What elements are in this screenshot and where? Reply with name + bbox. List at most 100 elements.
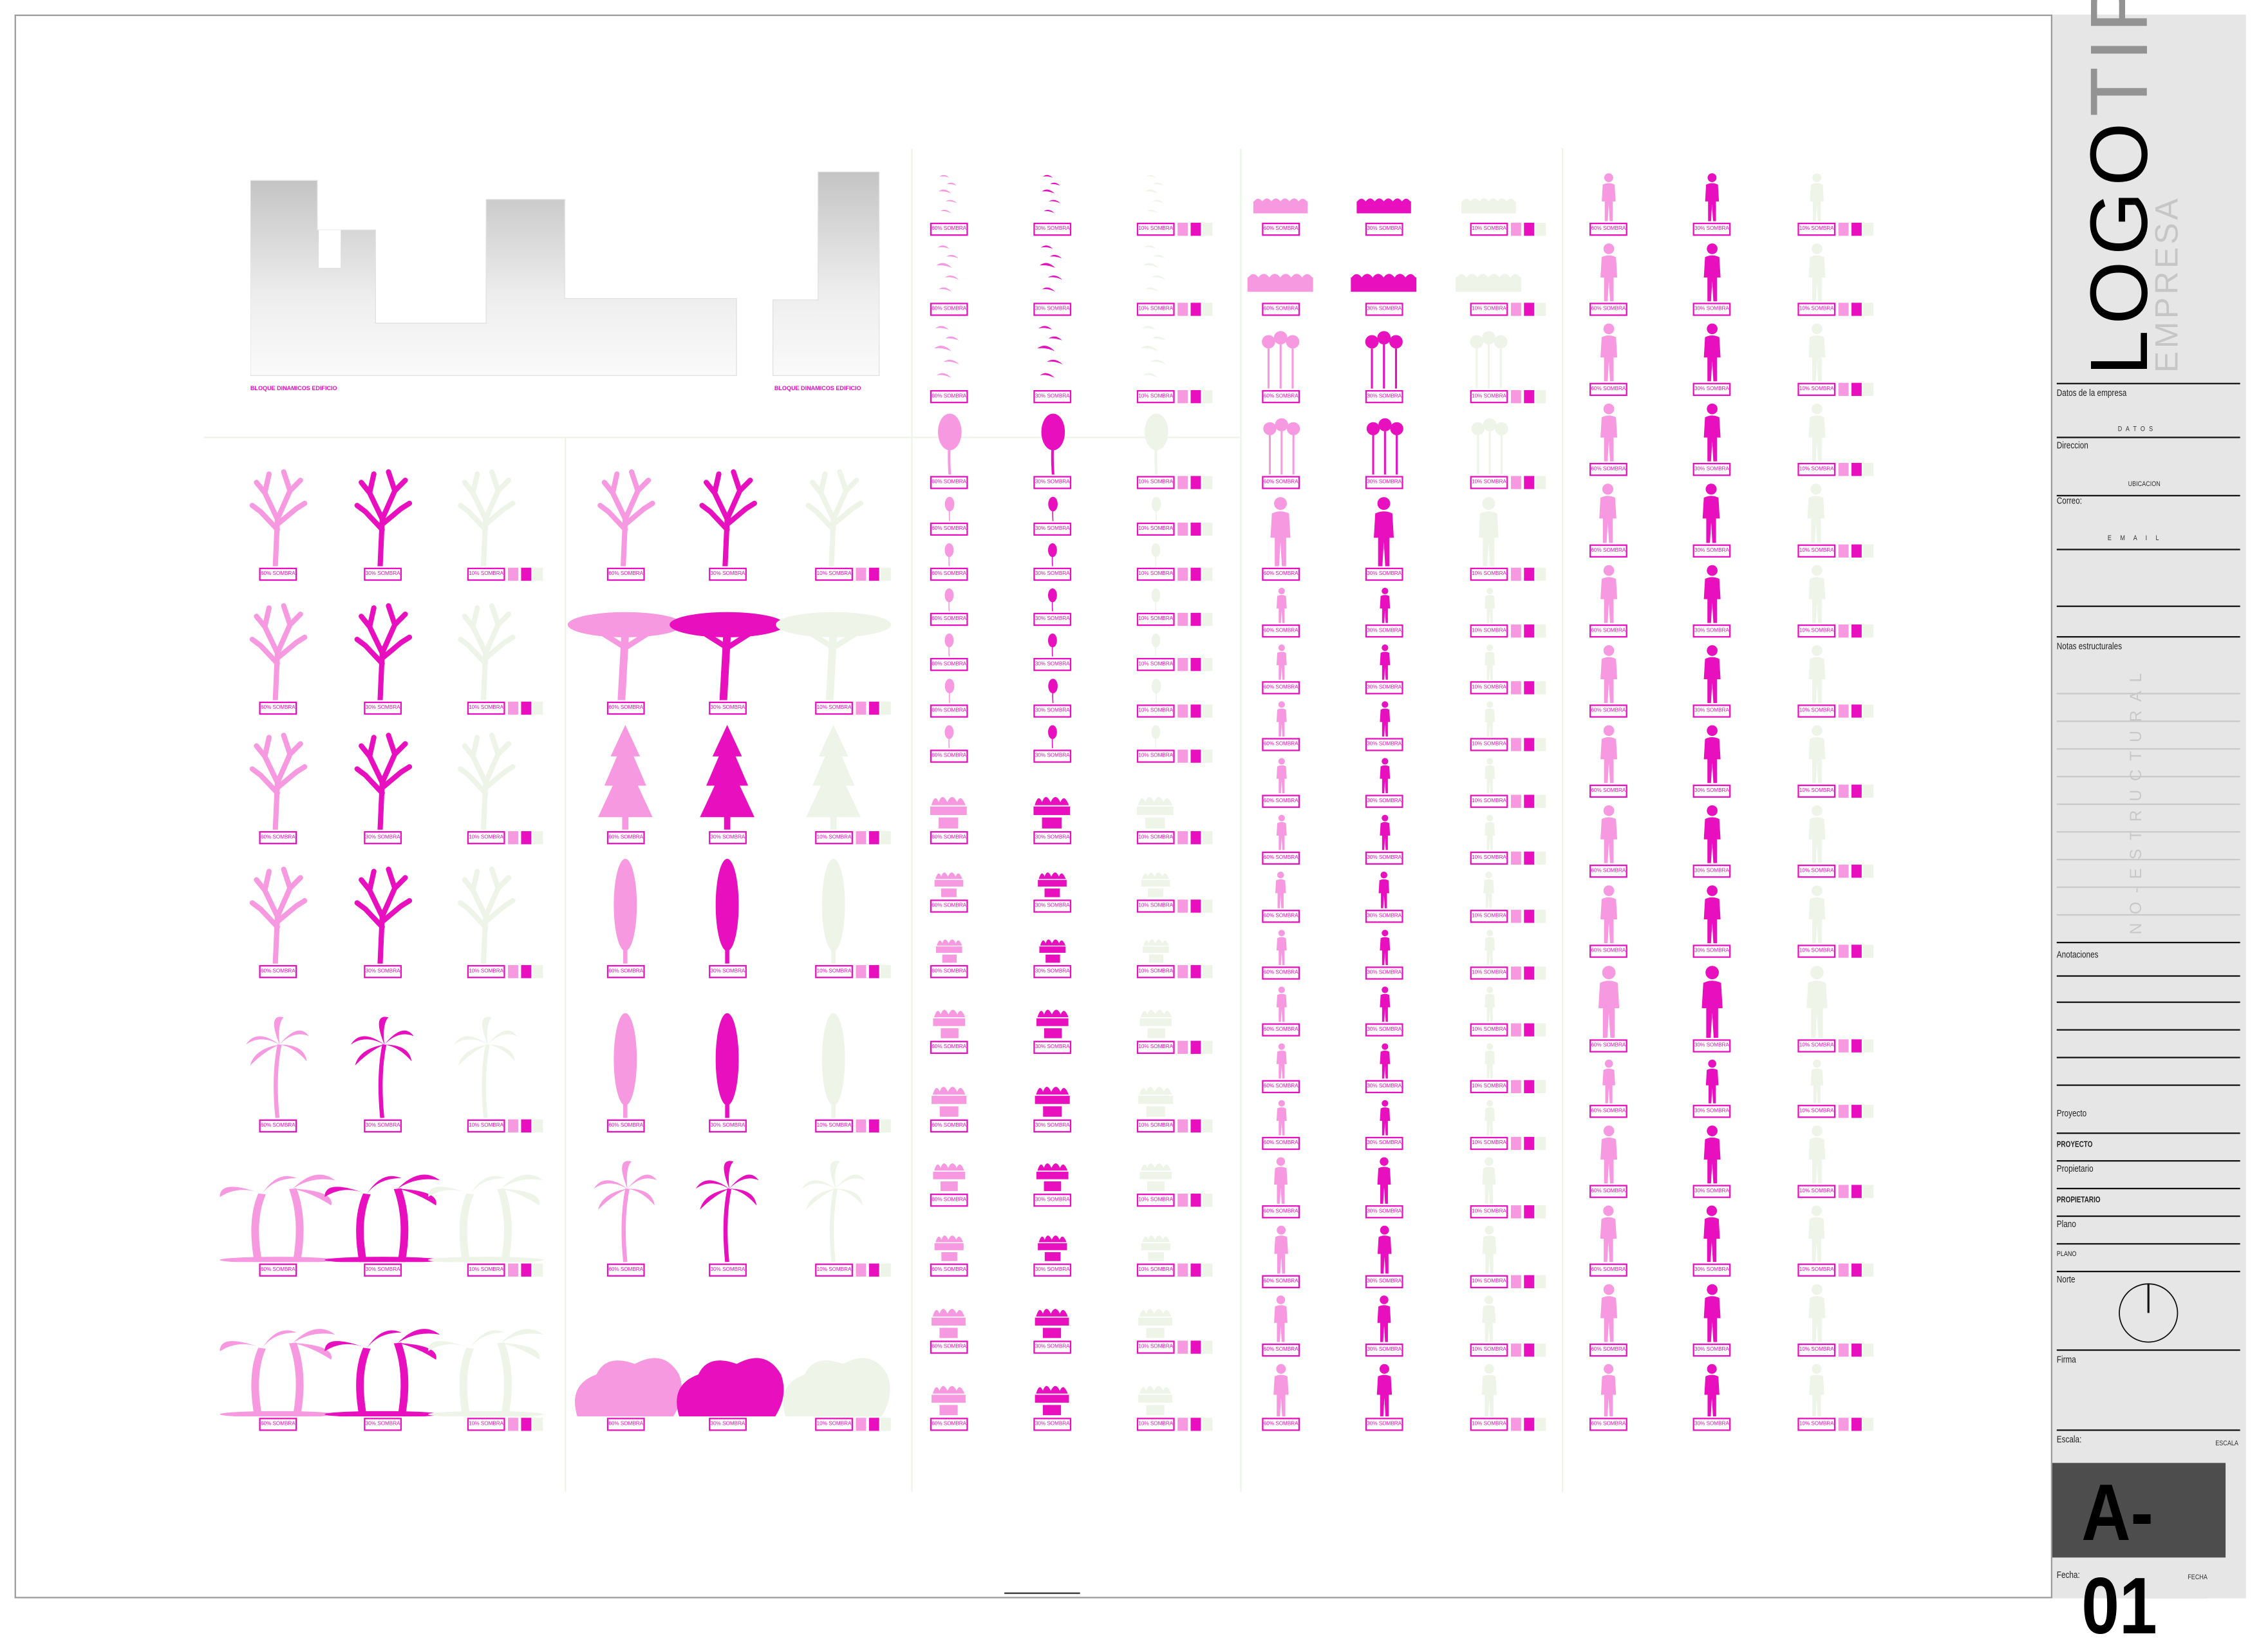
flower-icon: [1262, 418, 1300, 475]
shade-label: 30% SOMBRA: [1033, 1040, 1072, 1054]
color-swatch: [868, 567, 879, 581]
bare-tree-icon: [355, 867, 413, 964]
person-icon: [1600, 645, 1617, 704]
shade-label: 30% SOMBRA: [1692, 462, 1731, 476]
shade-label: 30% SOMBRA: [709, 1263, 747, 1277]
person-icon: [1600, 1125, 1617, 1184]
shade-label: 60% SOMBRA: [606, 1418, 645, 1431]
plant-icon: [944, 679, 954, 704]
planter-icon: [1139, 1009, 1172, 1038]
shade-label: 10% SOMBRA: [1470, 851, 1508, 865]
bare-tree-icon: [250, 469, 308, 567]
person-icon: [1275, 1100, 1286, 1136]
color-swatch: [1838, 1343, 1849, 1356]
color-swatch: [1177, 567, 1188, 581]
shade-label: 10% SOMBRA: [1470, 1136, 1508, 1150]
shade-label: 60% SOMBRA: [930, 1194, 968, 1207]
color-swatch: [1535, 1136, 1546, 1150]
color-swatch: [1523, 1136, 1533, 1150]
shade-label: 60% SOMBRA: [1262, 794, 1300, 808]
shade-label: 30% SOMBRA: [1365, 1080, 1403, 1094]
conifer-icon: [807, 724, 861, 830]
planter-icon: [932, 1087, 967, 1117]
shade-label: 60% SOMBRA: [1262, 851, 1300, 865]
cypress-icon: [822, 1013, 846, 1118]
person-icon: [1379, 986, 1390, 1022]
color-swatch: [1535, 738, 1546, 751]
shade-label: 10% SOMBRA: [1797, 544, 1836, 558]
color-swatch: [1190, 704, 1201, 717]
color-swatch: [1863, 1418, 1873, 1431]
color-swatch: [1838, 382, 1849, 395]
color-swatch: [508, 1263, 518, 1276]
shade-label: 10% SOMBRA: [1136, 390, 1175, 404]
shade-label: 30% SOMBRA: [1365, 1205, 1403, 1219]
building-block-right: [772, 171, 880, 377]
person-icon: [1484, 1043, 1494, 1079]
person-icon: [1484, 758, 1494, 794]
planter-icon: [1138, 1385, 1173, 1416]
shade-label: 30% SOMBRA: [1365, 738, 1403, 751]
shade-label: 10% SOMBRA: [1470, 1343, 1508, 1357]
person-icon: [1703, 1205, 1720, 1262]
person-icon: [1483, 871, 1495, 908]
planter-icon: [1142, 939, 1170, 963]
divider: [2056, 605, 2240, 607]
color-swatch: [1838, 544, 1849, 557]
plano-label: Plano: [2056, 1219, 2076, 1230]
shade-label: 60% SOMBRA: [1262, 303, 1300, 316]
color-swatch: [1190, 1263, 1201, 1276]
color-swatch: [1202, 965, 1213, 978]
logo-text-b: TIPO: [2072, 0, 2165, 117]
person-icon: [1703, 725, 1720, 784]
birds-icon: [938, 174, 957, 214]
planter-icon: [930, 796, 968, 829]
planter-icon: [1139, 1163, 1172, 1192]
person-icon: [1484, 644, 1494, 680]
color-swatch: [532, 1119, 543, 1132]
shade-label: 60% SOMBRA: [930, 222, 968, 236]
palm-icon: [802, 1161, 866, 1262]
person-icon: [1600, 565, 1617, 623]
shade-label: 10% SOMBRA: [467, 965, 505, 979]
color-swatch: [1863, 1263, 1873, 1276]
shade-label: 60% SOMBRA: [1262, 1205, 1300, 1219]
color-swatch: [1177, 476, 1188, 489]
shade-label: 60% SOMBRA: [1589, 462, 1627, 476]
divider: [1240, 148, 1242, 1492]
planter-icon: [1141, 1235, 1171, 1261]
person-icon: [1377, 1295, 1391, 1342]
color-swatch: [520, 701, 531, 715]
shade-label: 30% SOMBRA: [1365, 966, 1403, 980]
sheet-number-box: A-01: [2052, 1463, 2226, 1651]
color-swatch: [1177, 1263, 1188, 1276]
color-swatch: [1523, 476, 1533, 489]
color-swatch: [1190, 1194, 1201, 1206]
drawing-sheet: BLOQUE DINAMICOS EDIFICIO BLOQUE DINAMIC…: [14, 0, 2246, 1651]
person-icon: [1275, 701, 1286, 737]
hedge-icon: [1356, 198, 1412, 214]
firma-label: Firma: [2056, 1355, 2076, 1366]
person-icon: [1703, 885, 1720, 944]
shade-label: 60% SOMBRA: [1589, 544, 1627, 558]
shade-label: 30% SOMBRA: [1033, 657, 1072, 671]
color-swatch: [1510, 681, 1521, 694]
color-swatch: [1523, 1418, 1533, 1431]
shade-label: 60% SOMBRA: [1262, 390, 1300, 404]
color-swatch: [1863, 1185, 1873, 1197]
shade-label: 30% SOMBRA: [1365, 476, 1403, 489]
shade-label: 60% SOMBRA: [606, 567, 645, 581]
color-swatch: [1190, 612, 1201, 626]
color-swatch: [1510, 1136, 1521, 1150]
shade-label: 10% SOMBRA: [1470, 738, 1508, 751]
shade-label: 30% SOMBRA: [364, 701, 402, 715]
color-swatch: [1510, 303, 1521, 315]
shade-label: 60% SOMBRA: [1589, 1105, 1627, 1118]
palm-icon: [696, 1161, 760, 1262]
planter-icon: [1035, 1385, 1070, 1416]
color-swatch: [1510, 1205, 1521, 1218]
shade-label: 30% SOMBRA: [1033, 965, 1072, 979]
color-swatch: [880, 1263, 891, 1276]
shade-label: 10% SOMBRA: [815, 567, 853, 581]
shade-label: 60% SOMBRA: [1262, 567, 1300, 581]
